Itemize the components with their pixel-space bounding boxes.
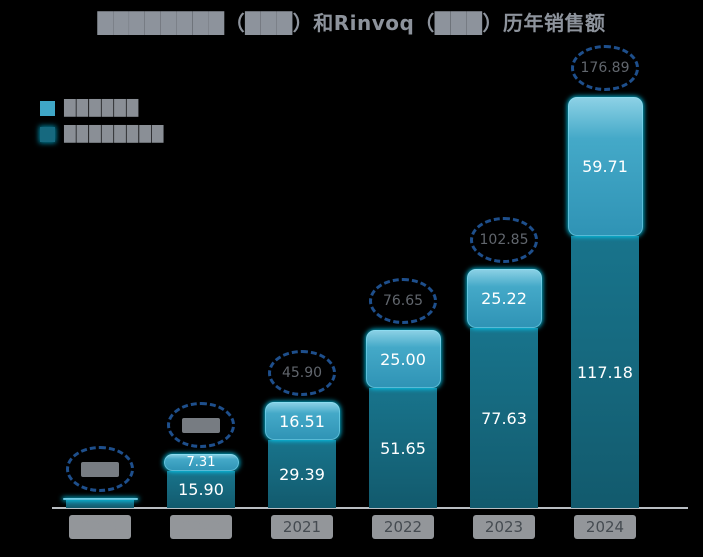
bar-value-dark: 117.18 (577, 362, 633, 382)
bar-value-light: 59.71 (582, 157, 628, 176)
bar-value-dark: 51.65 (380, 438, 426, 458)
total-value: 76.65 (382, 293, 424, 309)
total-annotation-ellipse: 102.85 (470, 217, 538, 263)
total-annotation-ellipse: 176.89 (571, 45, 639, 91)
legend-item-dark: ████████ (40, 125, 164, 143)
legend-item-light: ██████ (40, 99, 164, 117)
bar-value-light: 25.00 (380, 349, 426, 369)
x-axis-label: 2022 (372, 515, 434, 539)
total-annotation-ellipse: 45.90 (268, 350, 336, 396)
bar-segment-dark: 117.18 (571, 236, 639, 508)
bar-value-dark: 29.39 (279, 464, 325, 484)
x-axis-label: 2023 (473, 515, 535, 539)
bar-segment-light: 59.71 (567, 97, 643, 236)
bar-segment-dark: 15.90 (167, 471, 235, 508)
total-value: 102.85 (479, 232, 529, 248)
bar-segment-dark: 29.39 (268, 440, 336, 508)
x-axis-label: 2021 (271, 515, 333, 539)
legend-label-dark: ████████ (64, 125, 165, 143)
bar-value-dark: 15.90 (178, 480, 224, 499)
total-annotation-ellipse: 76.65 (369, 278, 437, 324)
total-annotation-ellipse (167, 402, 235, 448)
obscured-total-value (182, 417, 220, 433)
obscured-total-value (81, 461, 119, 477)
bar-value-light: 25.22 (481, 289, 527, 308)
x-axis-label: 2024 (574, 515, 636, 539)
x-axis-line (52, 507, 688, 509)
bar-segment-light: 25.22 (466, 269, 542, 328)
x-axis-label: 2019 (69, 515, 131, 539)
bar-segment-dark (66, 500, 134, 508)
x-axis-label: 2020 (170, 515, 232, 539)
chart-title: ████████（███）和Rinvoq（███）历年销售额 (97, 11, 606, 35)
total-value: 176.89 (580, 60, 630, 76)
legend-swatch-light-icon (40, 100, 55, 116)
bar-segment-dark: 51.65 (369, 388, 437, 508)
bar-value-light: 7.31 (186, 455, 216, 470)
total-annotation-ellipse (66, 446, 134, 492)
legend-label-light: ██████ (64, 99, 140, 117)
bar-segment-dark: 77.63 (470, 328, 538, 508)
bar-value-dark: 77.63 (481, 408, 527, 428)
bar-segment-light (62, 498, 138, 500)
legend-swatch-dark-icon (40, 126, 55, 142)
bar-segment-light: 16.51 (264, 402, 340, 440)
bar-segment-light: 25.00 (365, 330, 441, 388)
legend: ██████ ████████ (40, 99, 164, 151)
total-value: 45.90 (281, 365, 323, 381)
bar-segment-light: 7.31 (163, 454, 239, 471)
bar-value-light: 16.51 (279, 411, 325, 431)
